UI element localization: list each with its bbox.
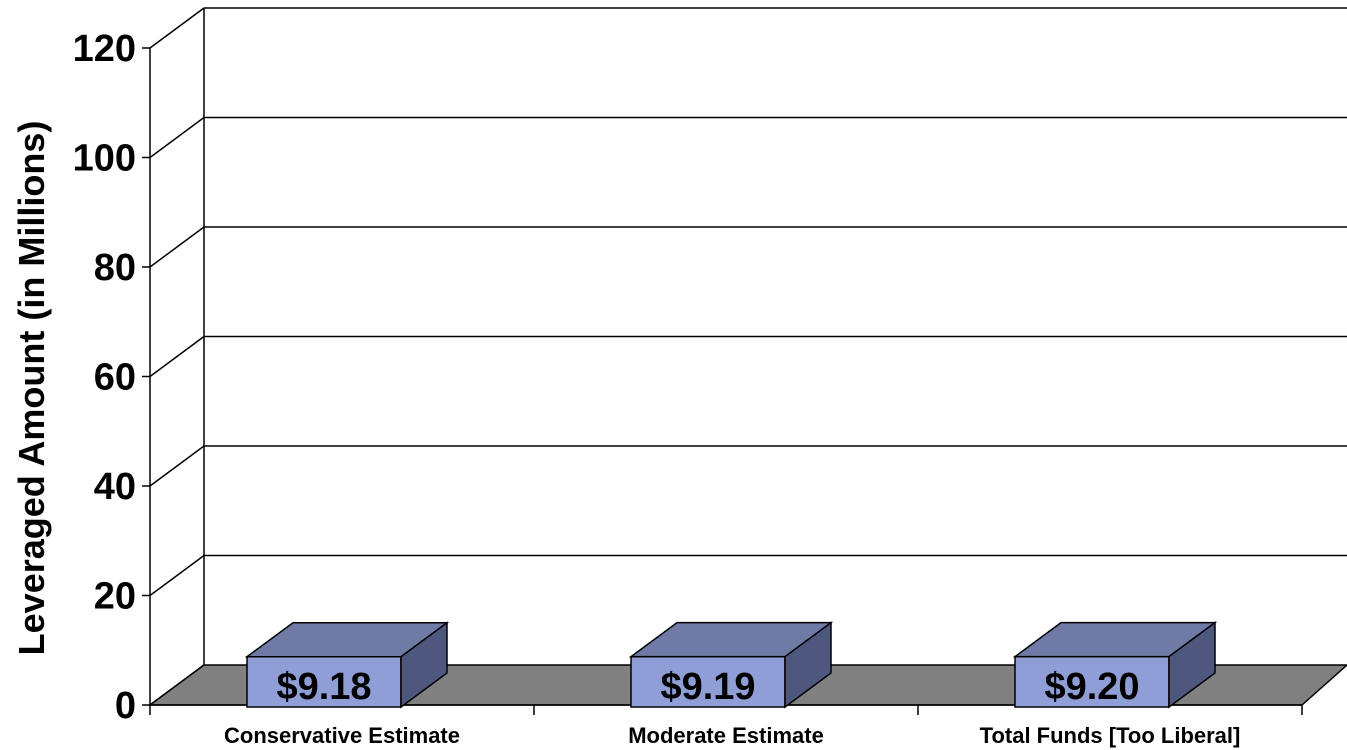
bar-side [400, 621, 448, 709]
side-gridline [149, 116, 205, 159]
bar-3 [1012, 621, 1218, 709]
bar-2 [628, 621, 834, 709]
y-tick-label: 120 [73, 28, 136, 70]
bar-front [630, 655, 786, 708]
y-tick-label: 40 [94, 466, 136, 508]
y-tick-label: 20 [94, 576, 136, 618]
labels-layer: $9.18 Conservative Estimate $9.19 Moderate … [224, 666, 1240, 748]
data-label: $9.19 [660, 666, 755, 708]
bar-side [1168, 621, 1216, 709]
x-category-label: Conservative Estimate [224, 723, 460, 748]
side-gridline [149, 445, 205, 487]
side-gridline [149, 7, 205, 49]
y-tick-label: 80 [94, 247, 136, 289]
y-tick-label: 100 [73, 138, 136, 180]
side-gridline [149, 335, 205, 378]
x-category-label: Moderate Estimate [628, 723, 824, 748]
grid-layer [149, 7, 1347, 706]
data-label: $9.20 [1044, 666, 1139, 708]
side-gridline [149, 226, 205, 268]
x-category-label: Total Funds [Too Liberal] [980, 723, 1241, 748]
y-tick-label: 60 [94, 357, 136, 399]
side-gridline [149, 554, 205, 597]
y-tick-label: 0 [115, 685, 136, 727]
data-label: $9.18 [276, 666, 371, 708]
bar-1 [244, 621, 450, 709]
y-axis-title: Leveraged Amount (in Millions) [11, 121, 52, 656]
bar-side [784, 621, 832, 709]
bars-layer [244, 621, 1218, 709]
